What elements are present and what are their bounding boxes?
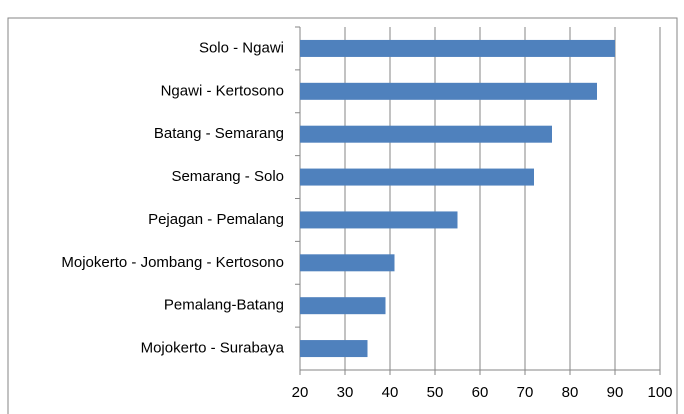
y-tick-label: Ngawi - Kertosono (161, 82, 284, 99)
y-tick-label: Mojokerto - Jombang - Kertosono (61, 254, 284, 271)
x-tick-label: 20 (292, 384, 309, 401)
y-tick-label: Batang - Semarang (154, 125, 284, 142)
bar (300, 297, 386, 315)
bar (300, 125, 552, 143)
x-tick-label: 70 (517, 384, 534, 401)
bar (300, 254, 395, 272)
bar (300, 82, 597, 100)
x-tick-label: 50 (427, 384, 444, 401)
y-tick-label: Pemalang-Batang (164, 297, 284, 314)
x-tick-label: 80 (562, 384, 579, 401)
x-tick-label: 100 (647, 384, 672, 401)
bar (300, 168, 534, 186)
y-tick-label: Mojokerto - Surabaya (141, 340, 285, 357)
y-tick-label: Semarang - Solo (171, 168, 284, 185)
x-tick-label: 30 (337, 384, 354, 401)
bar (300, 340, 368, 358)
y-tick-label: Pejagan - Pemalang (148, 211, 284, 228)
x-tick-label: 60 (472, 384, 489, 401)
x-tick-label: 90 (607, 384, 624, 401)
y-tick-label: Solo - Ngawi (199, 39, 284, 56)
x-tick-label: 40 (382, 384, 399, 401)
bar (300, 39, 615, 57)
bar (300, 211, 458, 229)
